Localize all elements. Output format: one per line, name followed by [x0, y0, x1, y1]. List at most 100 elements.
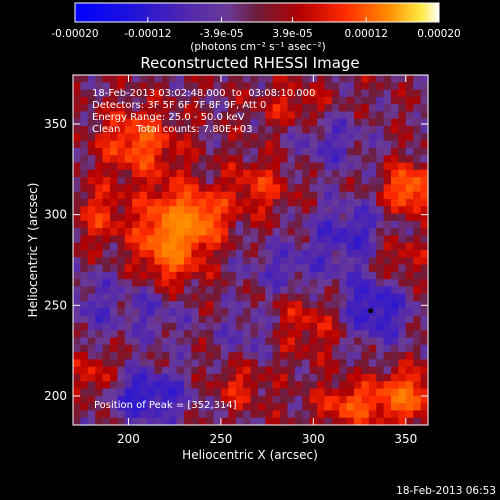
image-pixel — [250, 301, 259, 309]
image-pixel — [109, 337, 118, 346]
image-pixel — [398, 271, 407, 280]
image-pixel — [413, 366, 422, 375]
image-pixel — [87, 155, 96, 164]
image-pixel — [324, 89, 333, 98]
image-pixel — [280, 126, 289, 134]
image-pixel — [117, 337, 126, 346]
image-pixel — [265, 118, 274, 127]
image-pixel — [109, 220, 118, 229]
image-pixel — [383, 162, 392, 171]
image-pixel — [95, 169, 104, 178]
image-pixel — [102, 118, 111, 127]
image-pixel — [124, 286, 133, 295]
image-pixel — [309, 381, 318, 390]
image-pixel — [331, 228, 340, 237]
image-pixel — [73, 96, 81, 105]
image-pixel — [294, 410, 303, 419]
image-pixel — [198, 264, 207, 273]
image-pixel — [146, 403, 155, 412]
image-pixel — [287, 308, 296, 317]
image-pixel — [250, 322, 259, 331]
image-pixel — [405, 359, 414, 368]
image-pixel — [95, 155, 104, 164]
image-pixel — [228, 155, 237, 164]
image-pixel — [124, 403, 133, 412]
image-pixel — [191, 191, 200, 200]
image-pixel — [339, 301, 348, 309]
image-pixel — [413, 140, 422, 149]
image-pixel — [80, 111, 89, 120]
image-pixel — [265, 344, 274, 353]
image-pixel — [257, 286, 266, 295]
image-pixel — [117, 250, 126, 258]
image-pixel — [250, 279, 259, 288]
annotation-clean-counts: Clean Total counts: 7.80E+03 — [92, 124, 252, 135]
image-pixel — [183, 286, 192, 295]
image-pixel — [228, 89, 237, 98]
image-pixel — [73, 279, 81, 288]
image-pixel — [294, 264, 303, 273]
image-pixel — [376, 126, 385, 134]
image-pixel — [354, 388, 363, 397]
image-pixel — [398, 206, 407, 215]
image-pixel — [161, 162, 170, 171]
image-pixel — [228, 359, 237, 368]
image-pixel — [280, 330, 289, 339]
image-pixel — [317, 96, 326, 105]
image-pixel — [243, 279, 252, 288]
image-pixel — [346, 301, 355, 309]
image-pixel — [220, 220, 229, 229]
image-pixel — [324, 352, 333, 360]
image-pixel — [250, 257, 259, 266]
image-pixel — [368, 250, 377, 258]
image-pixel — [368, 366, 377, 375]
image-pixel — [361, 286, 370, 295]
image-pixel — [309, 315, 318, 324]
image-pixel — [146, 242, 155, 251]
image-pixel — [309, 96, 318, 105]
image-pixel — [161, 366, 170, 375]
image-pixel — [183, 228, 192, 237]
image-pixel — [87, 417, 96, 426]
image-pixel — [95, 191, 104, 200]
image-pixel — [287, 322, 296, 331]
image-pixel — [309, 352, 318, 360]
image-pixel — [139, 417, 148, 426]
image-pixel — [339, 111, 348, 120]
image-pixel — [265, 198, 274, 207]
image-pixel — [183, 410, 192, 419]
image-pixel — [109, 147, 118, 156]
image-pixel — [102, 140, 111, 149]
image-pixel — [368, 395, 377, 404]
image-pixel — [324, 250, 333, 258]
image-pixel — [354, 381, 363, 390]
image-pixel — [302, 381, 311, 390]
image-pixel — [272, 373, 281, 382]
image-pixel — [206, 228, 215, 237]
image-pixel — [146, 133, 155, 142]
image-pixel — [117, 286, 126, 295]
image-pixel — [124, 169, 133, 178]
image-pixel — [235, 147, 244, 156]
image-pixel — [243, 410, 252, 419]
image-pixel — [220, 104, 229, 113]
image-pixel — [257, 337, 266, 346]
image-pixel — [117, 162, 126, 171]
image-pixel — [109, 155, 118, 164]
image-pixel — [331, 220, 340, 229]
image-pixel — [124, 308, 133, 317]
image-pixel — [80, 373, 89, 382]
image-pixel — [317, 395, 326, 404]
image-pixel — [280, 242, 289, 251]
image-pixel — [265, 322, 274, 331]
image-pixel — [87, 359, 96, 368]
image-pixel — [117, 177, 126, 185]
image-pixel — [302, 286, 311, 295]
image-pixel — [376, 82, 385, 91]
image-pixel — [391, 198, 400, 207]
image-pixel — [405, 337, 414, 346]
image-pixel — [331, 126, 340, 134]
image-pixel — [124, 352, 133, 360]
image-pixel — [354, 235, 363, 244]
image-pixel — [339, 133, 348, 142]
